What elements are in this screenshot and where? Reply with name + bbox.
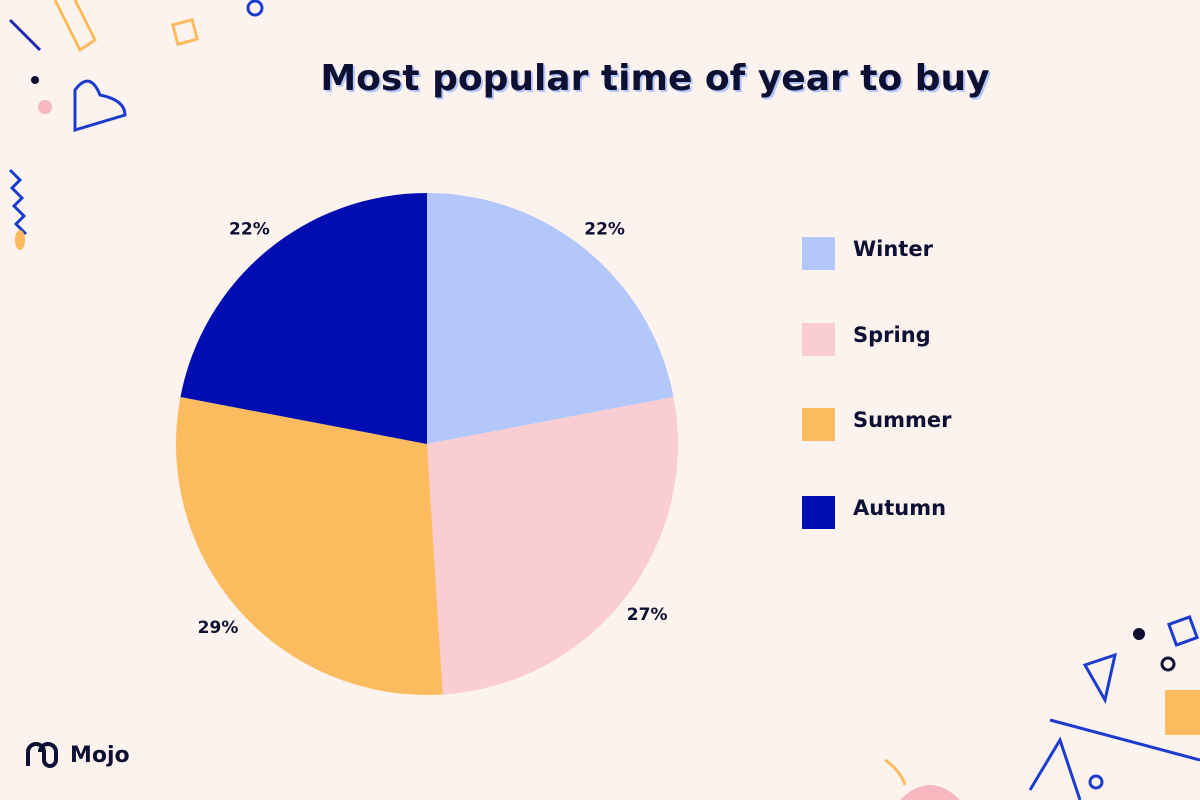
legend-swatch <box>802 408 835 441</box>
legend-label: Spring <box>853 323 931 347</box>
decoration <box>8 0 1200 800</box>
chart-title: Most popular time of year to buy <box>320 58 989 99</box>
pie-slice <box>180 193 427 444</box>
legend-swatch <box>802 237 835 270</box>
pie-slice <box>176 396 443 695</box>
pie-slice <box>427 193 674 444</box>
legend-swatch <box>802 496 835 529</box>
brand-logo: Mojo <box>26 742 130 768</box>
legend-label: Winter <box>853 237 934 261</box>
value-label: 27% <box>627 605 668 625</box>
legend-label: Summer <box>853 408 952 432</box>
value-label: 22% <box>584 219 625 239</box>
logo-icon <box>26 742 58 768</box>
value-label: 22% <box>229 219 270 239</box>
pie-slice <box>427 396 678 695</box>
legend-swatch <box>802 323 835 356</box>
legend-label: Autumn <box>853 496 946 520</box>
value-label: 29% <box>198 618 239 638</box>
brand-name: Mojo <box>70 743 130 768</box>
